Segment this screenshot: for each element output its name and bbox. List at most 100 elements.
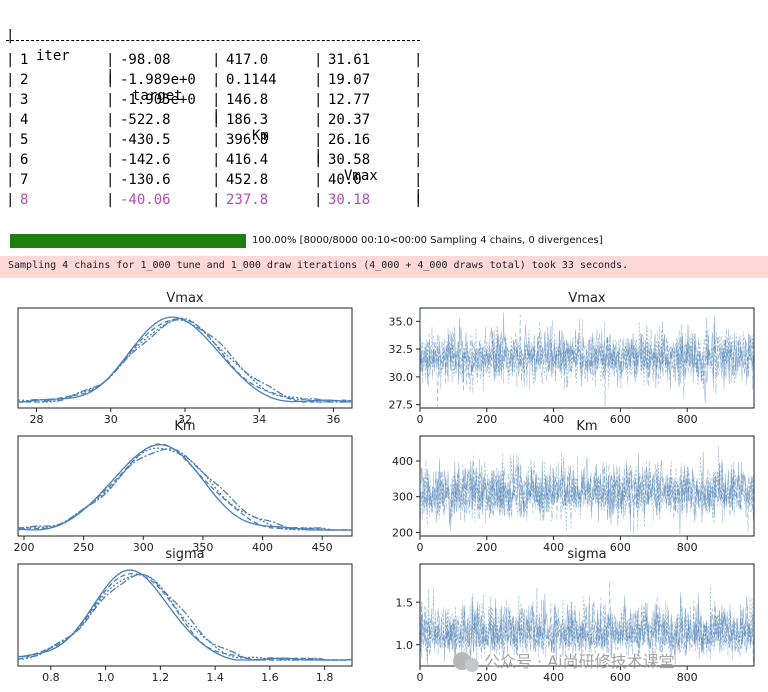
cell-target: -142.6 <box>120 152 171 168</box>
y-tick-label: 32.5 <box>389 343 414 356</box>
progress-text: 100.00% [8000/8000 00:10<00:00 Sampling … <box>252 235 603 246</box>
posterior-density-chain <box>17 573 353 661</box>
x-tick-label: 300 <box>133 541 154 554</box>
x-tick-label: 34 <box>252 413 266 426</box>
table-header: | iter | target | Km | Vmax | <box>6 28 423 204</box>
sampling-summary-text: Sampling 4 chains for 1_000 tune and 1_0… <box>8 260 629 271</box>
cell-vmax: 20.37 <box>328 112 371 128</box>
cell-km: 416.4 <box>226 152 269 168</box>
table-row: | 8 | -40.06 | 237.8 | 30.18 | <box>6 192 423 208</box>
plot-frame <box>17 435 353 537</box>
plot-title: Vmax <box>568 291 606 306</box>
cell-target: -522.8 <box>120 112 171 128</box>
plot-title: Km <box>174 419 195 434</box>
table-row: | 5 | -430.5 | 396.8 | 26.16 | <box>6 132 423 148</box>
x-tick-label: 400 <box>543 413 564 426</box>
x-tick-label: 0.8 <box>42 671 60 684</box>
posterior-density-chain <box>17 572 353 661</box>
y-tick-label: 200 <box>392 526 413 539</box>
table-row: | 1 | -98.08 | 417.0 | 31.61 | <box>6 52 423 68</box>
x-tick-label: 800 <box>677 671 698 684</box>
x-tick-label: 32 <box>178 413 192 426</box>
x-tick-label: 400 <box>543 671 564 684</box>
plot-title: sigma <box>165 547 204 562</box>
cell-iter: 6 <box>20 152 29 168</box>
plot-frame <box>419 307 755 409</box>
trace-chain-line <box>419 592 754 666</box>
x-tick-label: 28 <box>30 413 44 426</box>
trace-chain-line <box>419 587 754 663</box>
table-separator <box>6 40 420 41</box>
cell-vmax: 30.58 <box>328 152 371 168</box>
posterior-density-chain <box>18 443 352 531</box>
plot-frame <box>17 307 353 409</box>
cell-km: 186.3 <box>226 112 269 128</box>
x-tick-label: 200 <box>13 541 34 554</box>
x-tick-label: 1.4 <box>206 671 224 684</box>
trace-chain-line <box>419 585 754 662</box>
trace-chain-line <box>419 319 754 392</box>
posterior-density-chain <box>17 447 352 531</box>
cell-vmax: 31.61 <box>328 52 371 68</box>
posterior-density-chain <box>17 444 352 531</box>
plot-frame <box>419 563 755 667</box>
posterior-density-chain <box>18 318 353 403</box>
cell-iter: 5 <box>20 132 29 148</box>
posterior-plot-sigma: sigma 0.8 1.0 1.2 1.4 1.6 1.8 <box>17 547 353 684</box>
trace-plot-Vmax: Vmax 0 200 400 600 800 27.5 30.0 32.5 35.0 <box>389 291 755 426</box>
cell-target: -1.905e+0 <box>120 92 196 108</box>
table-row: | 4 | -522.8 | 186.3 | 20.37 | <box>6 112 423 128</box>
x-tick-label: 600 <box>610 671 631 684</box>
trace-chain-line <box>419 316 754 394</box>
cell-vmax: 26.16 <box>328 132 371 148</box>
x-tick-label: 450 <box>312 541 333 554</box>
posterior-density-chain <box>18 316 353 403</box>
cell-km: 237.8 <box>226 192 269 208</box>
cell-iter: 3 <box>20 92 29 108</box>
cell-vmax: 12.77 <box>328 92 371 108</box>
y-tick-label: 30.0 <box>389 371 414 384</box>
y-tick-label: 35.0 <box>389 315 414 328</box>
x-tick-label: 200 <box>476 413 497 426</box>
x-tick-label: 0 <box>417 541 424 554</box>
table-row: | 7 | -130.6 | 452.8 | 40.0 | <box>6 172 423 188</box>
trace-plot-Km: Km 0 200 400 600 800 200 300 400 <box>392 419 755 554</box>
iteration-table: | iter | target | Km | Vmax | | 1 | -98.08 |… <box>6 6 423 210</box>
trace-chain-line <box>419 454 754 535</box>
x-tick-label: 0 <box>417 671 424 684</box>
x-tick-label: 30 <box>104 413 118 426</box>
sampling-progress: 100.00% [8000/8000 00:10<00:00 Sampling … <box>10 232 730 250</box>
posterior-density-chain <box>17 573 353 661</box>
cell-vmax: 40.0 <box>328 172 362 188</box>
table-row: | 3 | -1.905e+0 | 146.8 | 12.77 | <box>6 92 423 108</box>
x-tick-label: 1.0 <box>97 671 115 684</box>
sampling-summary-message: Sampling 4 chains for 1_000 tune and 1_0… <box>0 256 768 278</box>
posterior-density-chain <box>18 317 353 403</box>
cell-vmax: 30.18 <box>328 192 371 208</box>
trace-plot-sigma: sigma 0 200 400 600 800 1.0 1.5 <box>396 547 755 684</box>
x-tick-label: 1.8 <box>316 671 334 684</box>
cell-km: 417.0 <box>226 52 269 68</box>
header-target: target <box>132 88 183 104</box>
header-iter: iter <box>36 48 70 64</box>
cell-target: -130.6 <box>120 172 171 188</box>
posterior-plot-Vmax: Vmax 28 30 32 34 36 <box>17 291 353 426</box>
y-tick-label: 400 <box>392 455 413 468</box>
cell-iter: 2 <box>20 72 29 88</box>
plot-title: Km <box>576 419 597 434</box>
plot-title: Vmax <box>166 291 204 306</box>
x-tick-label: 800 <box>677 413 698 426</box>
posterior-density-chain <box>17 569 353 661</box>
x-tick-label: 600 <box>610 541 631 554</box>
trace-plot-figure: Vmax 28 30 32 34 36 Vmax 0 200 400 600 800 27.5 30.0 3… <box>13 291 755 684</box>
cell-iter: 1 <box>20 52 29 68</box>
x-tick-label: 200 <box>476 541 497 554</box>
table-row: | 2 | -1.989e+0 | 0.1144 | 19.07 | <box>6 72 423 88</box>
x-tick-label: 36 <box>326 413 340 426</box>
x-tick-label: 1.2 <box>152 671 170 684</box>
x-tick-label: 400 <box>543 541 564 554</box>
cell-km: 396.8 <box>226 132 269 148</box>
y-tick-label: 27.5 <box>389 399 414 412</box>
header-km: Km <box>252 128 269 144</box>
cell-target: -430.5 <box>120 132 171 148</box>
